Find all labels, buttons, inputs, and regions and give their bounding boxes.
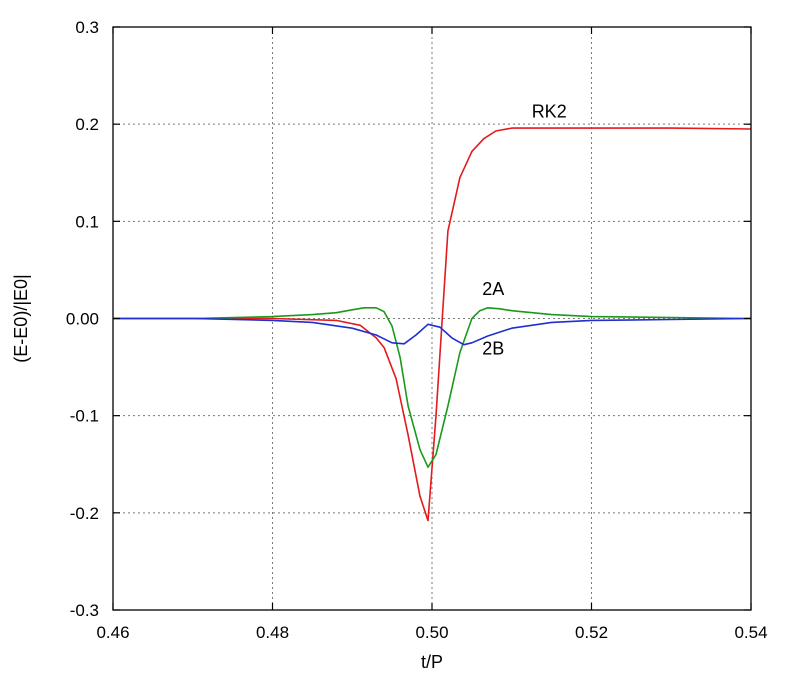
x-tick-label: 0.48: [256, 623, 289, 642]
x-tick-label: 0.46: [96, 623, 129, 642]
series-line-2b: [113, 317, 752, 346]
y-tick-label: 0.3: [75, 18, 99, 37]
x-tick-label: 0.50: [415, 623, 448, 642]
series-label-2a: 2A: [482, 279, 504, 299]
series-line-rk2: [113, 127, 752, 522]
tick-layer: 0.46 0.48 0.50 0.52 0.54 -0.3 -0.2 -0.1 0.00 0.1 0…: [66, 18, 768, 642]
series-line-2a: [113, 306, 752, 469]
y-tick-label: -0.2: [70, 504, 99, 523]
grid-layer: [113, 27, 751, 610]
y-tick-label: 0.2: [75, 115, 99, 134]
y-tick-label: -0.3: [70, 601, 99, 620]
series-layer: [113, 127, 752, 522]
y-axis-label: (E-E0)/|E0|: [11, 274, 31, 362]
y-tick-label: 0.1: [75, 212, 99, 231]
y-tick-label: -0.1: [70, 407, 99, 426]
x-tick-label: 0.54: [734, 623, 767, 642]
series-label-2b: 2B: [482, 338, 504, 358]
annotation-layer: RK2 2A 2B: [482, 101, 566, 358]
y-tick-label: 0.00: [66, 310, 99, 329]
series-label-rk2: RK2: [532, 101, 567, 121]
x-tick-label: 0.52: [575, 623, 608, 642]
x-axis-label: t/P: [421, 652, 443, 672]
